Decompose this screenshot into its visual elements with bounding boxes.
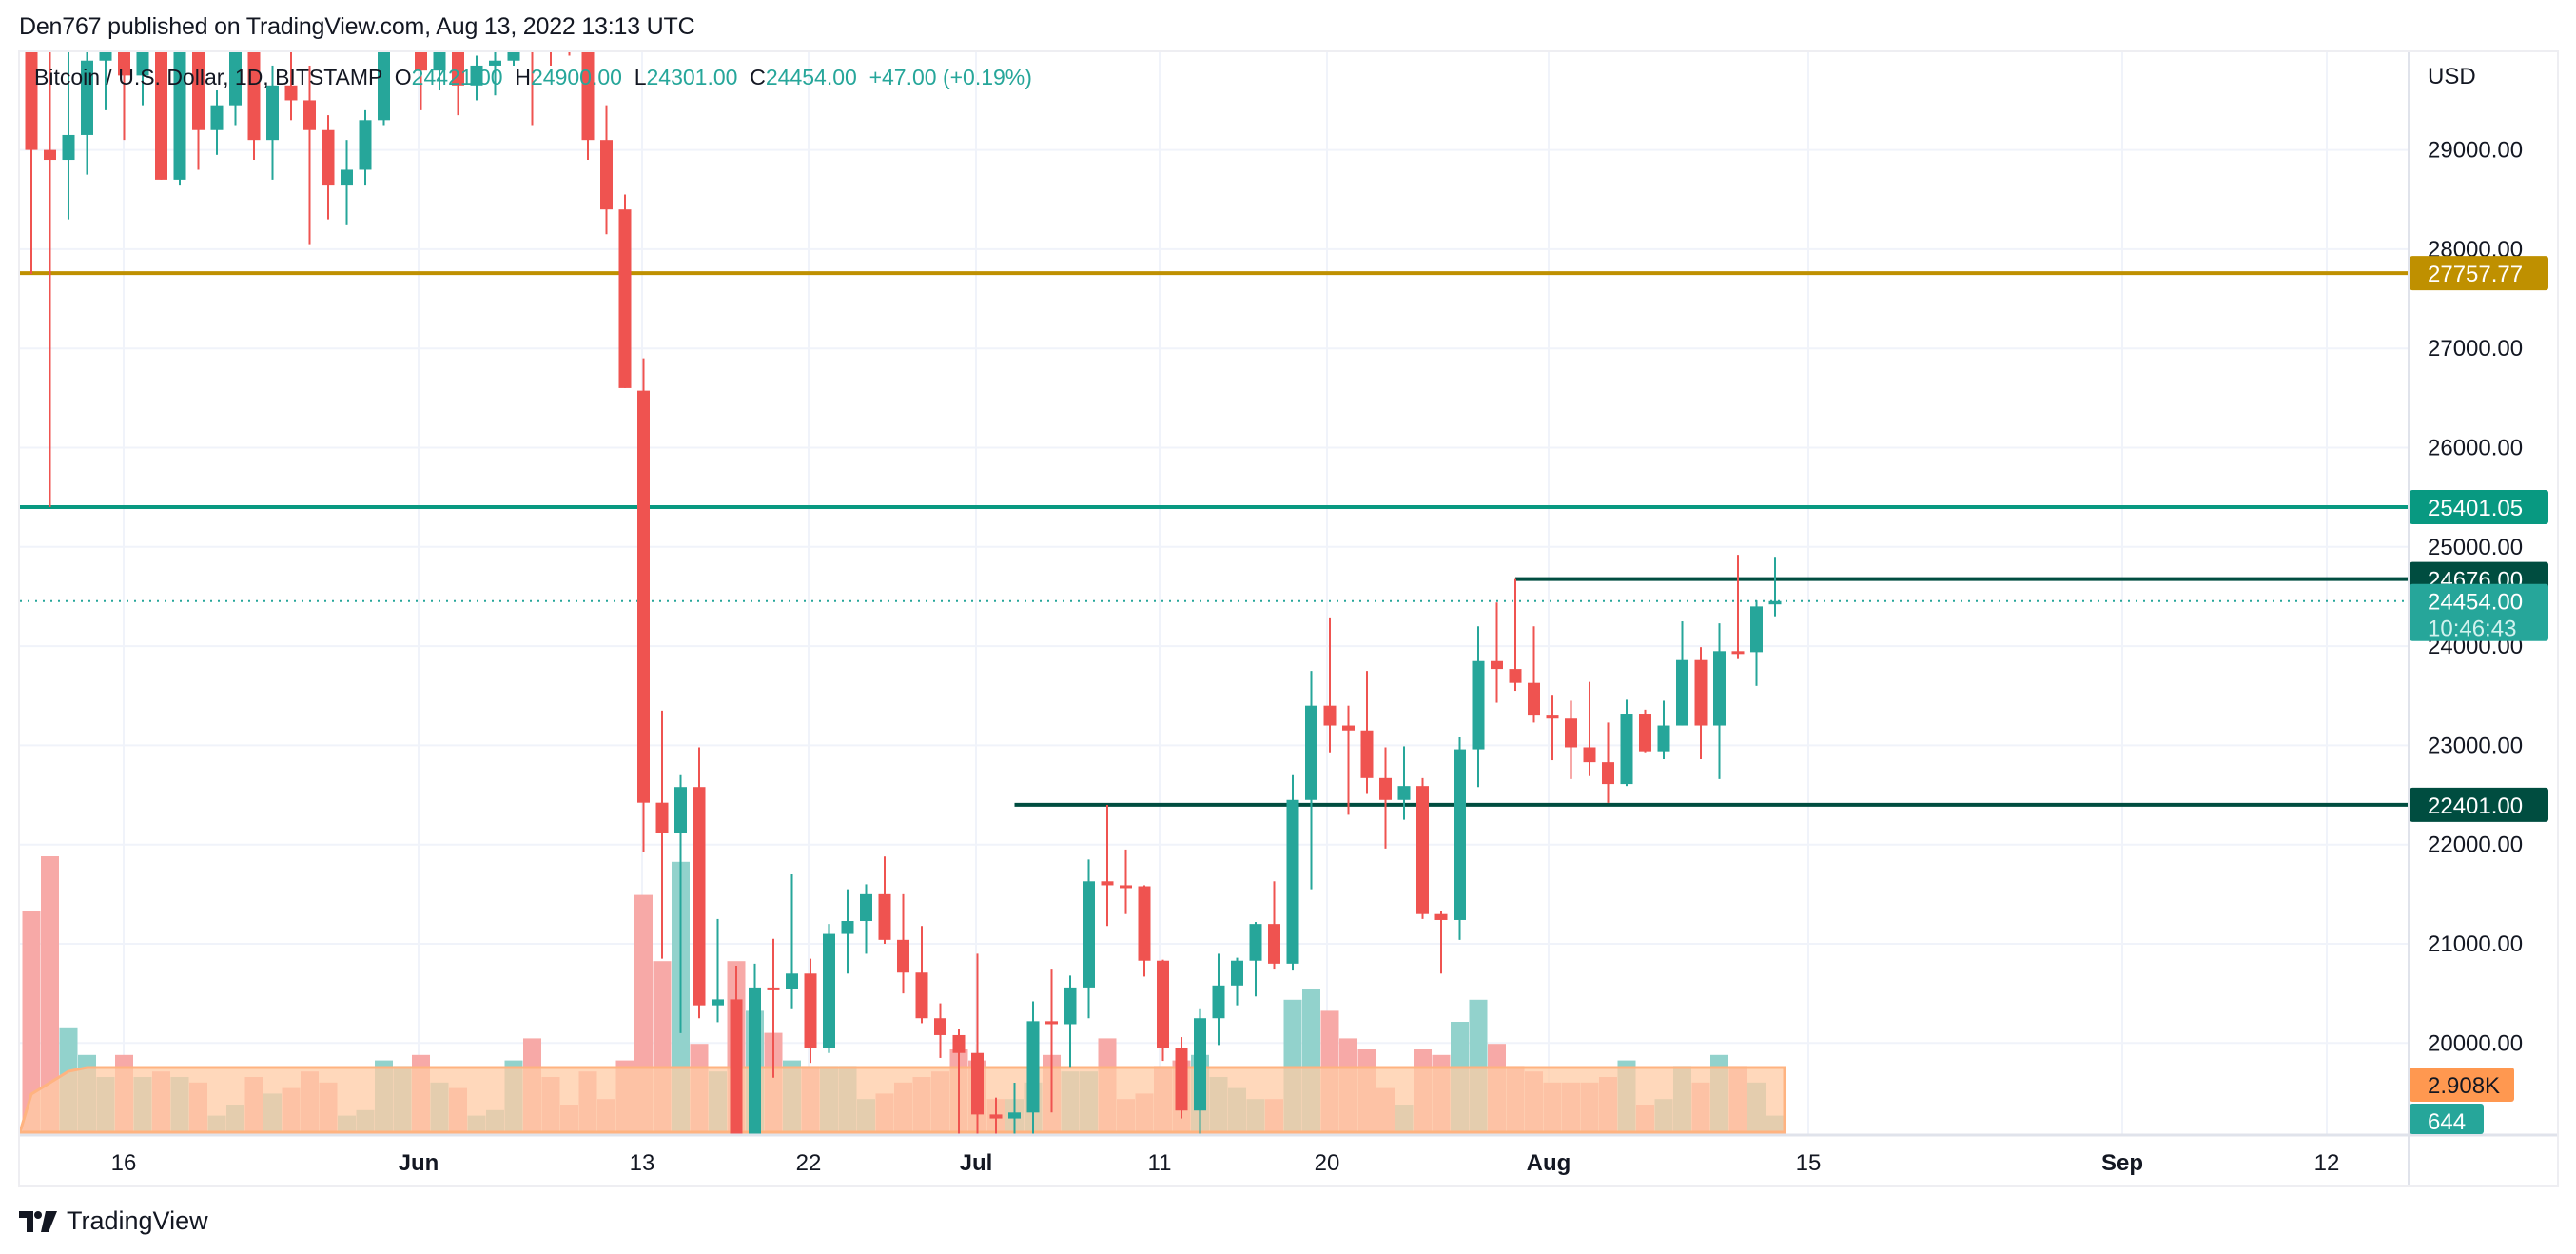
candles xyxy=(25,52,1782,1134)
price-axis[interactable]: USD29000.0028000.0027000.0026000.0025000… xyxy=(2428,64,2523,1056)
price-tag xyxy=(2410,1104,2484,1134)
time-label: 20 xyxy=(1315,1150,1340,1176)
time-label: 13 xyxy=(630,1150,655,1176)
price-tag xyxy=(2410,1068,2514,1102)
currency-label: USD xyxy=(2428,64,2476,89)
price-tag-value: 644 xyxy=(2428,1109,2466,1135)
price-tag-value: 27757.77 xyxy=(2428,262,2523,287)
time-axis[interactable]: 16 Jun 13 22 Jul 11 20 Aug 15 Sep 12 xyxy=(111,1150,2340,1176)
price-tag-value: 25401.05 xyxy=(2428,496,2523,521)
legend-close-label: C xyxy=(750,65,766,89)
footer-brand: TradingView xyxy=(67,1206,208,1235)
legend-low-label: L xyxy=(634,65,647,89)
price-tick: 29000.00 xyxy=(2428,138,2523,164)
price-tag-value: 22401.00 xyxy=(2428,794,2523,819)
volume-ma-area xyxy=(20,1066,1786,1134)
chart-frame xyxy=(18,50,2559,1187)
time-label: Jul xyxy=(960,1150,993,1176)
price-tick: 27000.00 xyxy=(2428,336,2523,362)
horizontal-levels xyxy=(20,271,2409,807)
time-label: Aug xyxy=(1527,1150,1571,1176)
legend-high-label: H xyxy=(515,65,531,89)
tradingview-logo-icon xyxy=(19,1210,57,1232)
price-tag xyxy=(2410,787,2548,822)
legend-high-value: 24900.00 xyxy=(531,65,622,89)
price-tick: 21000.00 xyxy=(2428,931,2523,957)
price-tag-value: 24454.00 xyxy=(2428,590,2523,616)
legend-open-label: O xyxy=(394,65,412,89)
price-tag xyxy=(2410,256,2548,291)
legend-low-value: 24301.00 xyxy=(646,65,738,89)
publisher-line: Den767 published on TradingView.com, Aug… xyxy=(19,13,695,40)
time-label: 16 xyxy=(111,1150,137,1176)
time-label: 15 xyxy=(1796,1150,1822,1176)
price-tag-countdown: 10:46:43 xyxy=(2428,617,2516,642)
price-tag xyxy=(2410,583,2548,641)
time-label: Jun xyxy=(399,1150,439,1176)
price-tag-value: 2.908K xyxy=(2428,1073,2500,1099)
legend-close-value: 24454.00 xyxy=(765,65,857,89)
legend-symbol: Bitcoin / U.S. Dollar, 1D, BITSTAMP xyxy=(34,65,382,89)
price-tick: 20000.00 xyxy=(2428,1030,2523,1056)
price-tick: 23000.00 xyxy=(2428,733,2523,758)
price-tag xyxy=(2410,489,2548,524)
time-label: 12 xyxy=(2314,1150,2340,1176)
grid xyxy=(20,52,2409,1134)
footer: TradingView xyxy=(19,1206,208,1236)
price-tick: 26000.00 xyxy=(2428,436,2523,461)
time-label: 11 xyxy=(1148,1150,1172,1176)
legend-change: +47.00 (+0.19%) xyxy=(868,65,1032,89)
legend-open-value: 24421.00 xyxy=(411,65,503,89)
price-tick: 22000.00 xyxy=(2428,833,2523,858)
price-tags: 27757.7725401.0524676.0024454.0010:46:43… xyxy=(2410,256,2548,1135)
chart-legend: Bitcoin / U.S. Dollar, 1D, BITSTAMP O244… xyxy=(34,65,1032,90)
time-label: Sep xyxy=(2101,1150,2143,1176)
time-label: 22 xyxy=(796,1150,822,1176)
price-tick: 25000.00 xyxy=(2428,535,2523,560)
